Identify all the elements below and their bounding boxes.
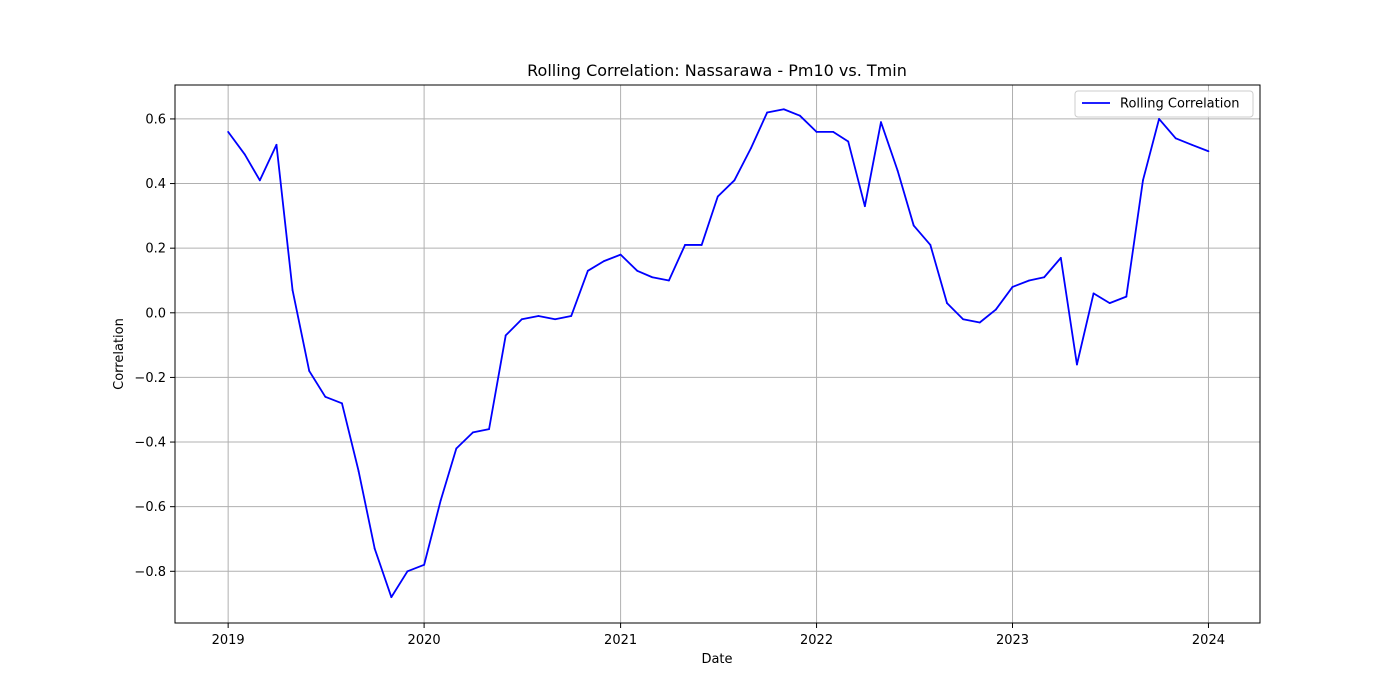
data-point [1158, 118, 1160, 120]
legend: Rolling Correlation [1074, 90, 1254, 118]
data-point [896, 169, 899, 172]
data-point [390, 596, 393, 599]
data-point [1142, 179, 1144, 182]
data-point [406, 570, 409, 573]
data-point [636, 269, 639, 272]
y-tick-label: 0.6 [145, 112, 166, 127]
legend-box [1074, 90, 1254, 118]
x-tick-label: 2024 [1192, 633, 1225, 648]
data-point [847, 140, 850, 143]
data-point [504, 334, 507, 337]
data-point [603, 260, 605, 262]
data-point [357, 470, 360, 473]
data-point [520, 318, 523, 321]
x-axis: 2019 2020 2021 2022 2023 2024 [212, 623, 1225, 648]
data-point [472, 431, 474, 434]
data-point [863, 205, 866, 208]
data-point [832, 130, 835, 133]
data-point [570, 315, 573, 317]
data-point [1043, 276, 1046, 279]
data-point [912, 224, 915, 227]
data-point [782, 108, 785, 111]
data-point [1092, 292, 1095, 295]
chart-title: Rolling Correlation: Nassarawa - Pm10 vs… [527, 61, 907, 80]
data-point [799, 114, 801, 117]
y-axis: 0.6 0.4 0.2 0.0 −0.2 −0.4 −0.6 −0.8 [134, 112, 175, 580]
data-point [373, 547, 376, 550]
x-tick-label: 2022 [800, 633, 833, 648]
data-point [243, 153, 246, 156]
x-axis-label: Date [701, 652, 732, 667]
x-tick-label: 2020 [408, 633, 441, 648]
data-point [488, 428, 490, 431]
data-point [1207, 150, 1210, 153]
data-point [537, 315, 540, 317]
data-point [815, 130, 818, 133]
data-point [1190, 143, 1193, 146]
x-tick-label: 2023 [996, 633, 1029, 648]
data-point [258, 179, 261, 182]
data-point [1028, 279, 1031, 282]
data-point [439, 499, 442, 502]
y-tick-label: −0.6 [134, 500, 166, 515]
data-point [586, 269, 589, 272]
plot-area-frame [174, 84, 1261, 624]
y-axis-label: Correlation [112, 318, 127, 390]
data-point [619, 253, 622, 256]
data-point [423, 563, 425, 566]
data-point [716, 195, 719, 198]
data-point [455, 447, 458, 450]
y-tick-label: 0.2 [145, 242, 166, 257]
y-tick-label: 0.0 [145, 306, 166, 321]
data-point [929, 244, 932, 246]
data-point [1174, 137, 1177, 140]
data-point [1125, 295, 1128, 298]
data-point [324, 395, 327, 398]
data-point [651, 276, 654, 279]
data-point [291, 289, 294, 292]
data-point [275, 143, 278, 146]
data-point [750, 147, 752, 149]
data-point [880, 121, 882, 124]
y-tick-label: −0.2 [134, 371, 166, 386]
data-point [946, 302, 948, 305]
y-tick-label: 0.4 [145, 177, 166, 192]
data-point [1011, 286, 1014, 288]
x-tick-label: 2019 [212, 633, 245, 648]
data-point [227, 130, 230, 133]
data-point [684, 244, 686, 246]
data-point [308, 370, 311, 372]
data-point [554, 318, 556, 321]
data-point [700, 244, 703, 246]
series-layer [227, 108, 1210, 599]
data-point [978, 321, 981, 324]
data-point [962, 318, 965, 321]
y-tick-label: −0.8 [134, 565, 166, 580]
x-tick-label: 2021 [604, 633, 637, 648]
data-point [994, 308, 997, 311]
data-point [1076, 363, 1078, 366]
data-point [341, 402, 343, 405]
data-point [766, 111, 769, 114]
data-point [668, 279, 670, 282]
y-tick-label: −0.4 [134, 436, 166, 451]
data-point [1108, 302, 1111, 305]
data-point [1059, 256, 1062, 259]
data-point [733, 179, 736, 182]
legend-label: Rolling Correlation [1120, 97, 1240, 112]
grid [175, 85, 1260, 623]
